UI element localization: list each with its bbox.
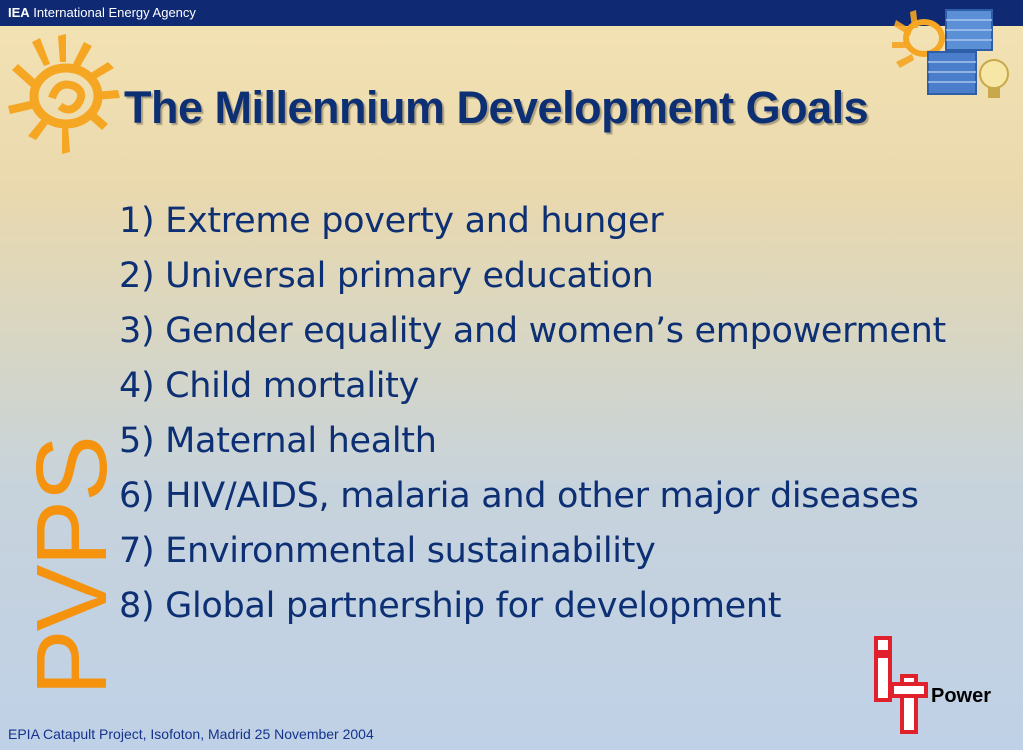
footer-text: EPIA Catapult Project, Isofoton, Madrid … (8, 726, 374, 742)
goal-item: 5) Maternal health (119, 421, 437, 461)
goal-item: 4) Child mortality (119, 366, 420, 406)
solar-panel-logo-icon (892, 9, 1009, 98)
goal-item: 8) Global partnership for development (119, 586, 782, 626)
slide-title: The Millennium Development Goals (124, 82, 869, 133)
goal-item: 3) Gender equality and women’s empowerme… (119, 311, 946, 351)
goal-item: 2) Universal primary education (119, 256, 654, 296)
goals-list: 1) Extreme poverty and hunger 2) Univers… (119, 196, 946, 636)
it-power-logo: Power (868, 632, 1018, 738)
goal-item: 1) Extreme poverty and hunger (119, 201, 664, 241)
it-logo-icon (874, 636, 928, 734)
org-label: IEA International Energy Agency (8, 0, 196, 26)
sun-logo-icon (8, 34, 120, 154)
logo-power-text: Power (931, 685, 992, 707)
goal-item: 6) HIV/AIDS, malaria and other major dis… (119, 476, 919, 516)
header-bar: IEA International Energy Agency (0, 0, 1023, 26)
pvps-side-label: PVPS (16, 437, 128, 696)
goal-item: 7) Environmental sustainability (119, 531, 656, 571)
org-name: International Energy Agency (33, 5, 196, 20)
org-abbr: IEA (8, 5, 30, 20)
